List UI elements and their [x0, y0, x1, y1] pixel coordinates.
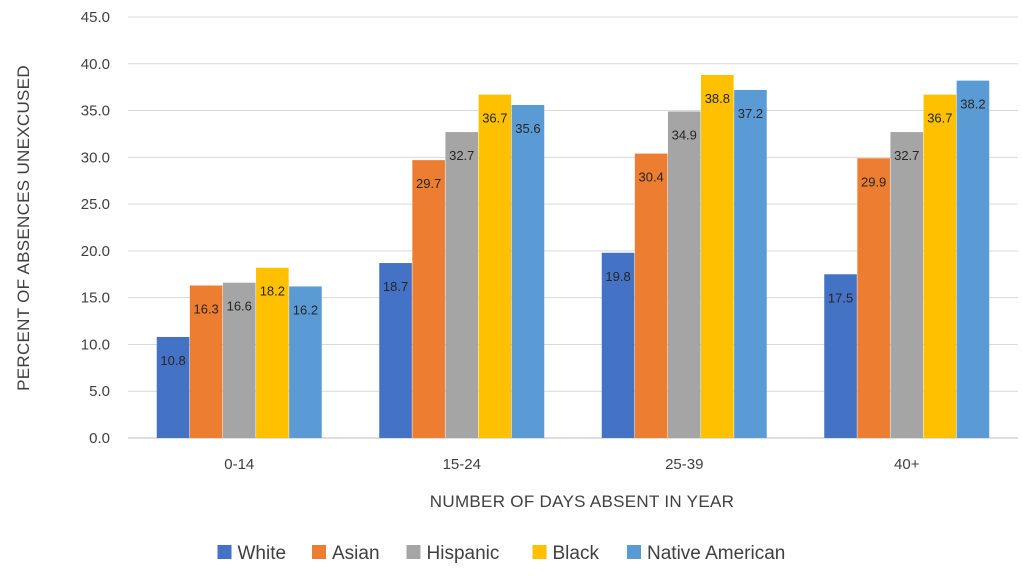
- bar-black-15-24: [478, 94, 512, 438]
- legend-swatch: [627, 545, 641, 559]
- y-tick-label: 35.0: [81, 103, 110, 120]
- legend-item-black: Black: [532, 543, 600, 564]
- y-tick-label: 0.0: [89, 430, 110, 447]
- data-label: 38.2: [960, 97, 985, 112]
- y-tick-label: 25.0: [81, 196, 110, 213]
- bar-white-0-14: [156, 336, 190, 438]
- x-tick-label: 15-24: [443, 456, 481, 473]
- legend-label: Black: [553, 543, 600, 564]
- y-tick-label: 45.0: [81, 9, 110, 26]
- bar-black-0-14: [256, 267, 289, 438]
- data-label: 18.7: [383, 279, 408, 294]
- bar-hispanic-25-39: [667, 111, 701, 438]
- data-label: 38.8: [705, 91, 730, 106]
- data-label: 36.7: [927, 111, 952, 126]
- data-labels: 10.8 16.3 16.6 18.2 16.2 18.7 29.7 32.7 36.7 35.6…: [160, 91, 985, 368]
- legend-swatch: [217, 545, 232, 559]
- x-tick-label: 0-14: [224, 456, 254, 473]
- data-label: 32.7: [449, 148, 474, 163]
- legend: White Asian Hispanic Black Native American: [217, 543, 785, 564]
- data-label: 16.6: [227, 299, 252, 314]
- data-label: 19.8: [605, 269, 630, 284]
- data-label: 37.2: [738, 106, 763, 121]
- data-label: 17.5: [828, 290, 853, 305]
- y-tick-label: 10.0: [81, 336, 110, 353]
- legend-label: Hispanic: [427, 543, 500, 564]
- y-tick-label: 30.0: [81, 149, 110, 166]
- bar-asian-15-24: [412, 160, 445, 438]
- bar-asian-0-14: [189, 285, 223, 438]
- bar-native-american-40+: [956, 80, 990, 439]
- legend-item-hispanic: Hispanic: [406, 543, 500, 564]
- bar-black-40+: [923, 94, 957, 438]
- legend-swatch: [532, 545, 547, 559]
- legend-item-native-american: Native American: [627, 543, 785, 564]
- bar-native-american-15-24: [511, 104, 545, 438]
- data-label: 32.7: [894, 148, 919, 163]
- legend-item-white: White: [217, 543, 287, 564]
- data-label: 10.8: [160, 353, 185, 368]
- bar-hispanic-40+: [890, 132, 924, 438]
- data-label: 18.2: [260, 284, 285, 299]
- bars: [156, 75, 990, 439]
- y-tick-label: 20.0: [81, 243, 110, 260]
- y-tick-label: 5.0: [89, 383, 110, 400]
- data-label: 29.7: [416, 176, 441, 191]
- y-tick-label: 40.0: [81, 56, 110, 73]
- bar-native-american-0-14: [289, 286, 322, 438]
- y-axis-title: PERCENT OF ABSENCES UNEXCUSED: [14, 65, 33, 391]
- bar-hispanic-15-24: [445, 132, 479, 438]
- data-label: 35.6: [515, 121, 540, 136]
- bar-black-25-39: [701, 75, 734, 438]
- x-axis-ticks: 0-14 15-24 25-39 40+: [224, 456, 919, 473]
- bar-asian-25-39: [634, 153, 668, 438]
- legend-label: White: [238, 543, 287, 564]
- bar-native-american-25-39: [734, 89, 767, 439]
- y-tick-label: 15.0: [81, 290, 110, 307]
- data-label: 16.3: [193, 302, 218, 317]
- legend-label: Native American: [647, 543, 785, 564]
- data-label: 30.4: [638, 170, 663, 185]
- x-tick-label: 40+: [894, 456, 920, 473]
- y-axis-ticks: 0.0 5.0 10.0 15.0 20.0 25.0 30.0 35.0 40.0 45.0: [81, 9, 110, 447]
- x-axis-title: NUMBER OF DAYS ABSENT IN YEAR: [430, 492, 734, 511]
- bar-white-40+: [824, 274, 857, 438]
- legend-swatch: [312, 545, 326, 559]
- bar-white-25-39: [601, 252, 635, 438]
- bar-asian-40+: [857, 158, 890, 438]
- bar-white-15-24: [379, 263, 412, 438]
- data-label: 34.9: [672, 127, 697, 142]
- bar-hispanic-0-14: [222, 282, 256, 438]
- data-label: 29.9: [861, 174, 886, 189]
- data-label: 36.7: [482, 111, 507, 126]
- x-tick-label: 25-39: [665, 456, 703, 473]
- data-label: 16.2: [293, 302, 318, 317]
- legend-item-asian: Asian: [312, 543, 380, 564]
- legend-swatch: [406, 545, 421, 559]
- legend-label: Asian: [332, 543, 380, 564]
